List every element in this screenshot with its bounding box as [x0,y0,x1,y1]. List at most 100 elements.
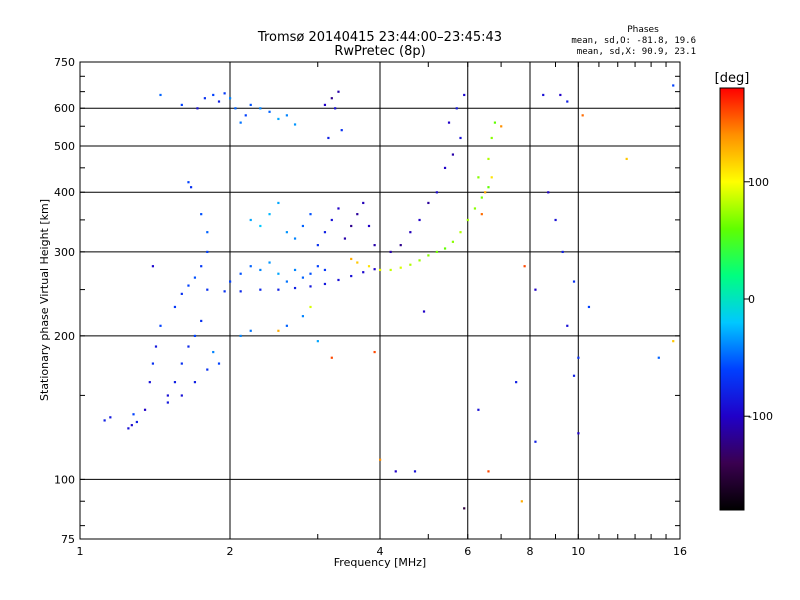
data-point [193,334,197,338]
chart-subtitle: RwPretec (8p) [334,44,425,59]
x-tick-label: 8 [527,545,534,558]
data-point [487,186,490,189]
data-point [309,285,312,288]
data-point [559,93,562,97]
data-point [356,261,359,264]
data-point [285,324,288,327]
data-point [572,374,576,377]
data-point [463,507,466,510]
data-point [379,458,382,461]
data-point [490,176,493,179]
colorbar-tick-label: 100 [748,176,769,189]
data-point [577,356,580,359]
data-point [135,420,138,424]
data-point [217,100,221,103]
data-point [173,381,177,384]
stats-x-line: mean, sd,X: 90.9, 23.1 [577,47,696,57]
data-point [362,271,365,274]
data-point [422,310,426,313]
data-point [520,500,523,503]
data-point [523,265,526,268]
data-point [447,121,451,124]
data-point [206,231,209,234]
data-point [413,470,417,473]
data-point [277,201,280,205]
data-point [389,268,392,272]
data-point [301,276,305,279]
data-points [103,84,675,510]
data-point [409,231,412,234]
data-point [487,470,490,473]
data-point [259,107,262,110]
data-point [480,196,483,199]
colorbar-ticks: 100 0 -100 [744,176,773,423]
data-point [193,276,197,279]
data-point [166,401,169,404]
data-point [340,129,343,132]
data-point [473,207,477,210]
data-point [316,340,319,343]
data-point [309,305,312,309]
data-point [239,290,242,293]
data-point [373,350,376,354]
data-point [463,93,466,97]
data-point [435,250,438,254]
data-point [587,305,591,309]
data-point [581,114,584,117]
data-point [268,261,271,264]
data-point [323,268,327,272]
data-point [459,231,462,234]
data-point [418,259,421,262]
data-point [477,176,480,179]
y-tick-label: 75 [61,533,75,546]
data-point [323,231,327,234]
data-point [493,121,497,124]
data-point [350,274,353,278]
data-point [427,201,430,205]
data-point [293,123,297,126]
data-point [268,213,271,216]
data-point [435,191,438,194]
data-point [443,166,447,170]
x-tick-label: 2 [227,545,234,558]
data-point [223,92,226,95]
data-point [309,272,312,275]
data-point [277,288,280,291]
colorbar-tick-label: 0 [748,293,755,306]
data-point [625,157,628,161]
data-point [166,394,169,397]
data-point [487,157,490,161]
data-point [427,254,430,257]
data-point [323,103,327,107]
data-point [554,218,557,222]
data-point [206,288,209,291]
data-point [212,93,215,97]
data-point [466,218,469,222]
data-point [577,432,580,435]
y-tick-label: 600 [54,102,75,115]
data-point [200,213,203,216]
data-point [180,394,183,397]
data-point [451,240,455,243]
y-tick-label: 200 [54,330,75,343]
data-point [277,272,280,275]
data-point [572,280,576,283]
data-point [350,224,353,228]
data-point [239,334,242,338]
data-point [367,224,371,228]
data-point [212,350,215,354]
data-point [323,282,327,286]
data-point [301,315,305,318]
data-point [534,440,537,443]
y-axis-ticks: 75 100 200 300 400 500 600 750 [54,56,75,546]
data-point [480,213,483,216]
x-tick-label: 16 [673,545,687,558]
data-point [316,244,319,247]
data-point [151,362,155,365]
data-point [277,329,280,332]
data-point [316,265,319,268]
data-point [334,107,337,110]
y-tick-label: 500 [54,140,75,153]
data-point [389,250,392,254]
